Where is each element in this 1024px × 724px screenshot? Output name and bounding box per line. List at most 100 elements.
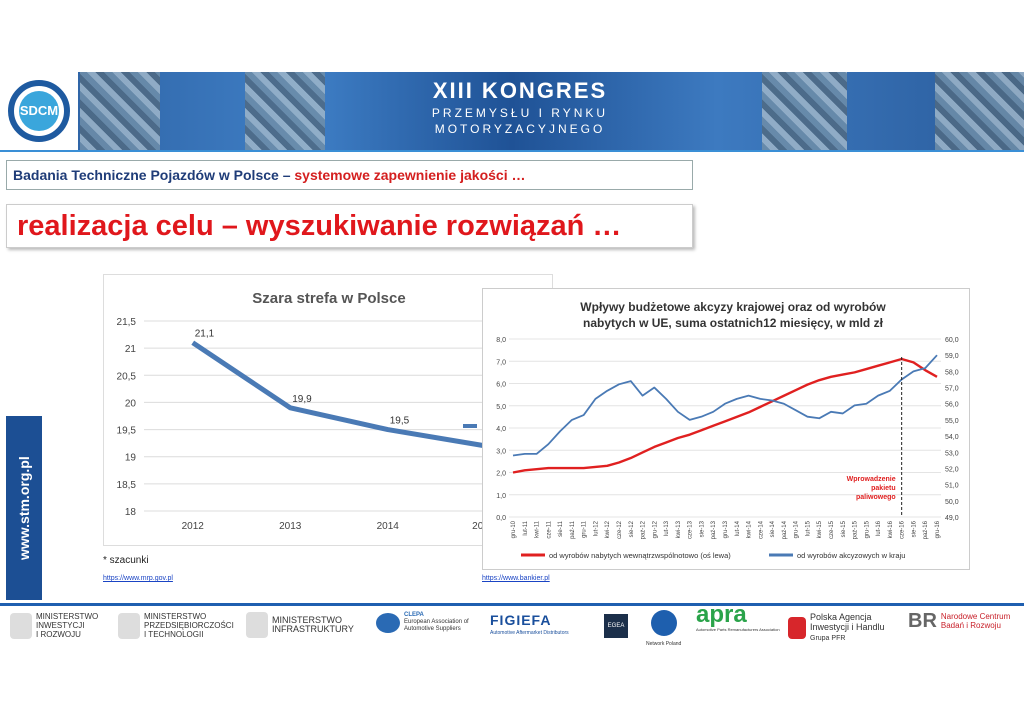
logo-mi: MINISTERSTWO INFRASTRUKTURY	[246, 612, 354, 638]
chart2-x-tick: kwi-12	[605, 520, 611, 538]
logo-text: SDCM	[19, 91, 59, 131]
eagle-icon	[10, 612, 32, 639]
source-link-mrp[interactable]: https://www.mrp.gov.pl	[103, 575, 173, 582]
chart-excise-svg: Wpływy budżetowe akcyzy krajowej oraz od…	[496, 300, 959, 560]
banner-title-line3: MOTORYZACYJNEGO	[434, 122, 606, 136]
banner-divider	[0, 150, 1024, 152]
chart2-x-tick: gru-10	[511, 520, 517, 538]
chart2-y-tick-right: 49,0	[945, 515, 959, 522]
chart2-x-tick: paź-11	[570, 520, 576, 539]
eagle-icon	[118, 612, 140, 639]
chart2-x-tick: lut-12	[593, 520, 599, 536]
chart2-y-tick-left: 5,0	[496, 404, 506, 411]
chart-excise: Wpływy budżetowe akcyzy krajowej oraz od…	[482, 288, 970, 570]
chart2-legend-label-eu: od wyrobów nabytych wewnątrzwspólnotowo …	[549, 551, 731, 560]
chart2-y-tick-right: 56,0	[945, 402, 959, 409]
subtitle-blue: Badania Techniczne Pojazdów w Polsce –	[13, 167, 295, 183]
chart2-x-tick: sie-12	[629, 520, 635, 537]
chart2-series-eu-line	[512, 357, 938, 474]
chart2-x-tick: gru-11	[582, 520, 588, 538]
chart2-y-tick-left: 3,0	[496, 448, 506, 455]
logo-mpit: MINISTERSTWO PRZEDSIĘBIORCZOŚCI I TECHNOLO…	[118, 612, 234, 639]
chart2-x-tick: sie-16	[911, 520, 917, 537]
chart2-x-tick: paź-15	[853, 520, 859, 539]
chart2-x-tick: sie-15	[841, 520, 847, 537]
chart1-y-tick: 18,5	[117, 480, 137, 491]
chart-grey-zone-svg: Szara strefa w Polsce 21,5 21 20,5 20 19,5 19…	[117, 290, 534, 532]
chart1-y-tick: 19	[125, 453, 137, 464]
banner-title-line1: XIII KONGRES	[432, 78, 608, 103]
chart2-y-tick-left: 8,0	[496, 337, 506, 344]
chart2-y-tick-right: 59,0	[945, 353, 959, 360]
side-url: www.stm.org.pl	[16, 456, 32, 560]
eagle-icon	[246, 612, 268, 638]
chart1-y-tick: 19,5	[117, 426, 137, 437]
chart2-x-tick: cze-15	[829, 520, 835, 539]
clepa-icon	[376, 612, 400, 633]
chart2-x-tick: cze-16	[900, 520, 906, 539]
chart2-x-tick: cze-13	[688, 520, 694, 539]
logo-miir: MINISTERSTWO INWESTYCJI I ROZWOJU	[10, 612, 98, 639]
logo-egea: EGEA	[604, 614, 628, 638]
logo-ring: SDCM	[8, 80, 70, 142]
logo-ncbr: BR Narodowe Centrum Badań i Rozwoju	[908, 609, 1011, 632]
chart1-x-tick: 2014	[377, 521, 400, 532]
side-bar: www.stm.org.pl	[6, 416, 42, 600]
chart2-x-tick: kwi-11	[535, 520, 541, 538]
chart2-x-tick: cze-11	[546, 520, 552, 538]
slide-title: realizacja celu – wyszukiwanie rozwiązań…	[6, 204, 693, 248]
header-banner: SDCM XIII KONGRES PRZEMYSŁU I RYNKU MOTO…	[0, 72, 1024, 150]
chart2-x-tick: paź-16	[923, 520, 929, 539]
chart1-y-tick: 21,5	[117, 317, 137, 328]
chart2-y-tick-right: 54,0	[945, 434, 959, 441]
chart2-y-tick-right: 50,0	[945, 499, 959, 506]
chart2-annotation-line1: Wprowadzenie	[847, 476, 896, 483]
chart2-x-tick: gru-16	[935, 520, 941, 538]
chart2-x-tick: lut-16	[876, 520, 882, 536]
chart2-x-tick: lut-13	[664, 520, 670, 536]
chart2-y-tick-left: 6,0	[496, 382, 506, 389]
chart1-data-label: 19,9	[292, 394, 312, 405]
chart2-y-tick-right: 55,0	[945, 418, 959, 425]
paih-icon	[788, 617, 806, 639]
chart2-x-tick: gru-14	[794, 520, 800, 538]
sdcm-logo: SDCM	[0, 72, 78, 150]
logo-figiefa: FIGIEFA Automotive Aftermarket Distributo…	[490, 612, 569, 636]
chart2-x-tick: kwi-16	[888, 520, 894, 538]
chart2-y-tick-right: 52,0	[945, 466, 959, 473]
logo-paih: Polska Agencja Inwestycji i Handlu Grupa P…	[788, 612, 885, 644]
estimate-note: * szacunki	[103, 555, 149, 566]
chart2-x-tick: lut-15	[805, 520, 811, 536]
banner-photo-belt	[762, 72, 847, 150]
chart1-x-tick: 2013	[279, 521, 302, 532]
chart2-x-tick: cze-12	[617, 520, 623, 539]
chart-grey-zone: Szara strefa w Polsce 21,5 21 20,5 20 19,5 19…	[103, 274, 553, 546]
subtitle-red: systemowe zapewnienie jakości …	[294, 167, 526, 183]
chart2-y-tick-right: 51,0	[945, 483, 959, 490]
chart2-y-tick-left: 1,0	[496, 493, 506, 500]
chart2-y-tick-left: 2,0	[496, 471, 506, 478]
chart2-y-tick-left: 7,0	[496, 359, 506, 366]
chart1-series-line	[191, 340, 486, 449]
chart2-x-tick: cze-14	[758, 520, 764, 539]
chart1-title: Szara strefa w Polsce	[252, 290, 405, 307]
chart2-x-tick: sie-14	[770, 520, 776, 537]
chart1-y-tick: 21	[125, 344, 137, 355]
subtitle-box: Badania Techniczne Pojazdów w Polsce – s…	[6, 160, 693, 190]
chart2-x-tick: gru-15	[864, 520, 870, 538]
chart1-data-label: 21,1	[195, 329, 215, 340]
banner-title-line2: PRZEMYSŁU I RYNKU	[431, 106, 609, 120]
chart2-y-tick-right: 53,0	[945, 450, 959, 457]
chart2-title-line1: Wpływy budżetowe akcyzy krajowej oraz od…	[580, 300, 886, 314]
source-link-bankier[interactable]: https://www.bankier.pl	[482, 575, 550, 582]
chart2-annotation-line2: pakietu	[871, 485, 896, 492]
chart2-x-tick: paź-13	[711, 520, 717, 539]
chart2-annotation-line3: paliwowego	[856, 494, 896, 501]
logo-clepa: CLEPA European Association of Automotive S…	[376, 612, 469, 633]
chart1-y-tick: 20,5	[117, 371, 137, 382]
chart2-x-tick: gru-12	[652, 520, 658, 538]
chart2-series-domestic-line	[512, 354, 938, 457]
chart2-y-tick-left: 0,0	[496, 515, 506, 522]
chart2-x-tick: kwi-15	[817, 520, 823, 538]
chart2-title-line2: nabytych w UE, suma ostatnich12 miesięcy…	[583, 316, 884, 330]
